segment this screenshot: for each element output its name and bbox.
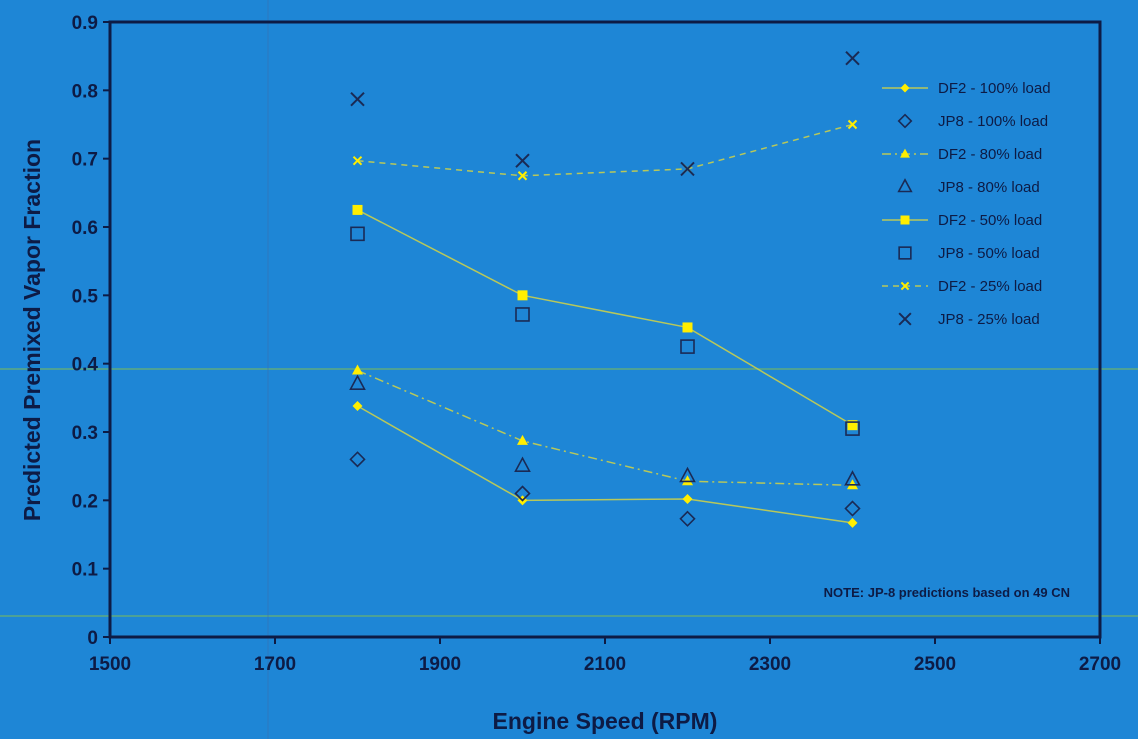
y-axis-title: Predicted Premixed Vapor Fraction	[19, 139, 45, 521]
marker-diamond-filled	[847, 517, 858, 528]
data-points	[349, 51, 861, 528]
x-tick-label: 2500	[914, 654, 956, 675]
series-line-0	[357, 405, 853, 524]
x-axis-title: Engine Speed (RPM)	[493, 708, 718, 734]
series-line-4	[357, 209, 853, 426]
y-tick-label: 0.1	[72, 560, 99, 581]
marker-triangle-open	[897, 178, 913, 193]
x-tick-label: 2700	[1079, 654, 1121, 675]
legend-entry: JP8 - 80% load	[938, 179, 1040, 196]
marker-triangle-filled	[517, 434, 528, 445]
x-tick-label: 2300	[749, 654, 791, 675]
x-tick-label: 1700	[254, 654, 296, 675]
marker-x-large	[515, 153, 530, 168]
marker-diamond-open	[844, 500, 861, 517]
marker-square-filled	[900, 215, 910, 225]
marker-diamond-filled	[352, 401, 363, 412]
y-tick-label: 0.6	[72, 218, 98, 239]
marker-square-open	[350, 226, 365, 242]
legend-entry: DF2 - 80% load	[938, 146, 1042, 163]
marker-triangle-filled	[682, 475, 693, 486]
marker-diamond-filled	[900, 83, 910, 93]
chart-note: NOTE: JP-8 predictions based on 49 CN	[824, 585, 1070, 600]
y-tick-label: 0	[87, 628, 98, 649]
series-line-2	[357, 369, 853, 487]
marker-triangle-open	[844, 470, 861, 486]
y-tick-label: 0.2	[72, 491, 98, 512]
x-tick-label: 1500	[89, 654, 131, 675]
marker-square-open	[680, 339, 695, 354]
marker-x-small	[517, 171, 528, 181]
y-tick-label: 0.3	[72, 423, 98, 444]
marker-diamond-open	[349, 451, 366, 468]
y-tick-label: 0.8	[72, 81, 98, 102]
legend-entry: JP8 - 50% load	[938, 245, 1040, 262]
marker-triangle-open	[679, 466, 696, 483]
y-tick-label: 0.4	[72, 355, 99, 376]
y-tick-label: 0.5	[72, 286, 99, 307]
marker-triangle-open	[349, 374, 366, 390]
legend-entry: JP8 - 100% load	[938, 113, 1048, 130]
marker-triangle-open	[514, 456, 531, 472]
marker-x-large	[680, 161, 695, 177]
marker-x-small	[900, 281, 910, 291]
marker-x-large	[350, 92, 365, 107]
legend-entry: DF2 - 50% load	[938, 212, 1042, 229]
marker-x-large	[898, 312, 912, 326]
marker-square-open	[845, 421, 860, 436]
marker-triangle-filled	[900, 148, 910, 158]
marker-diamond-open	[897, 113, 913, 129]
marker-square-open	[898, 246, 912, 260]
marker-square-open	[515, 307, 530, 322]
legend-entry: DF2 - 100% load	[938, 80, 1051, 97]
x-tick-label: 1900	[419, 654, 461, 675]
legend-entry: JP8 - 25% load	[938, 311, 1040, 328]
legend: DF2 - 100% load JP8 - 100% load DF2 - 80% …	[882, 80, 1051, 328]
marker-triangle-filled	[352, 364, 363, 375]
y-tick-label: 0.7	[72, 150, 98, 171]
x-tick-label: 2100	[584, 654, 626, 675]
trend-lines	[357, 123, 853, 524]
y-tick-label: 0.9	[72, 13, 98, 34]
axes: 0 0.1 0.2 0.3 0.4 0.5 0.6 0.7 0.8 0.9 1500 1700 1900…	[72, 13, 1122, 675]
marker-diamond-filled	[682, 493, 693, 504]
legend-entry: DF2 - 25% load	[938, 278, 1042, 295]
marker-x-large	[845, 51, 860, 66]
marker-square-filled	[517, 290, 528, 301]
marker-x-small	[847, 119, 858, 130]
marker-diamond-open	[679, 510, 696, 527]
marker-diamond-open	[514, 485, 531, 502]
marker-x-small	[352, 156, 363, 166]
marker-square-filled	[682, 322, 693, 333]
series-line-6	[357, 123, 853, 177]
marker-square-filled	[847, 420, 858, 431]
marker-square-filled	[352, 204, 363, 215]
